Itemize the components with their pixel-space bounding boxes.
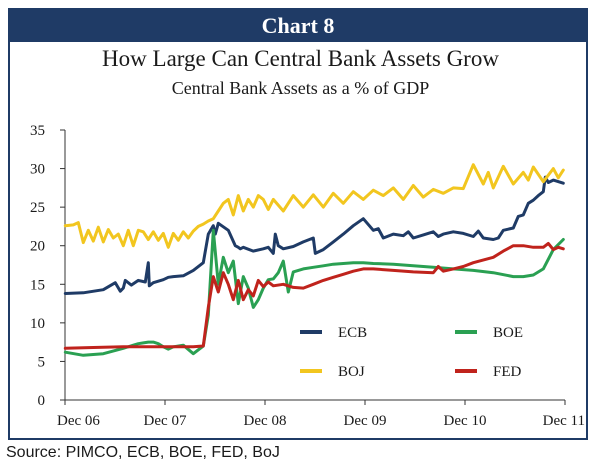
- x-tick-label: Dec 06: [57, 413, 100, 429]
- y-tick-label: 10: [30, 316, 45, 332]
- y-tick-label: 35: [30, 123, 45, 139]
- chart-frame: Chart 8: [8, 8, 588, 440]
- series-line-ecb: [63, 175, 565, 295]
- y-tick-label: 25: [30, 200, 45, 216]
- series-lines: [63, 163, 565, 357]
- source-note: Source: PIMCO, ECB, BOE, FED, BoJ: [6, 444, 280, 461]
- legend-label-fed: FED: [493, 364, 522, 380]
- chart-subtitle: Central Bank Assets as a % of GDP: [171, 78, 430, 98]
- x-tick-label: Dec 11: [543, 413, 585, 429]
- chart-title: How Large Can Central Bank Assets Grow: [102, 46, 499, 71]
- series-line-fed: [63, 241, 565, 350]
- legend: ECB BOE BOJ FED: [300, 325, 523, 380]
- y-tick-label: 0: [38, 393, 46, 409]
- x-tick-label: Dec 08: [244, 413, 287, 429]
- line-chart: 0 5 10 15 20 25 30 35 Dec 06 Dec 07 Dec 08 Dec 09 De…: [30, 123, 585, 429]
- legend-label-ecb: ECB: [338, 325, 367, 341]
- y-tick-label: 20: [30, 239, 45, 255]
- x-tick-label: Dec 10: [444, 413, 487, 429]
- x-tick-label: Dec 07: [144, 413, 187, 429]
- y-tick-label: 5: [38, 354, 46, 370]
- legend-label-boj: BOJ: [338, 364, 365, 380]
- x-tick-label: Dec 09: [344, 413, 387, 429]
- legend-label-boe: BOE: [493, 325, 523, 341]
- y-tick-label: 30: [30, 162, 45, 178]
- axes: 0 5 10 15 20 25 30 35 Dec 06 Dec 07 Dec 08 Dec 09 De…: [30, 123, 585, 429]
- y-tick-label: 15: [30, 277, 45, 293]
- chart-banner: Chart 8: [10, 10, 586, 42]
- series-line-boj: [63, 163, 565, 249]
